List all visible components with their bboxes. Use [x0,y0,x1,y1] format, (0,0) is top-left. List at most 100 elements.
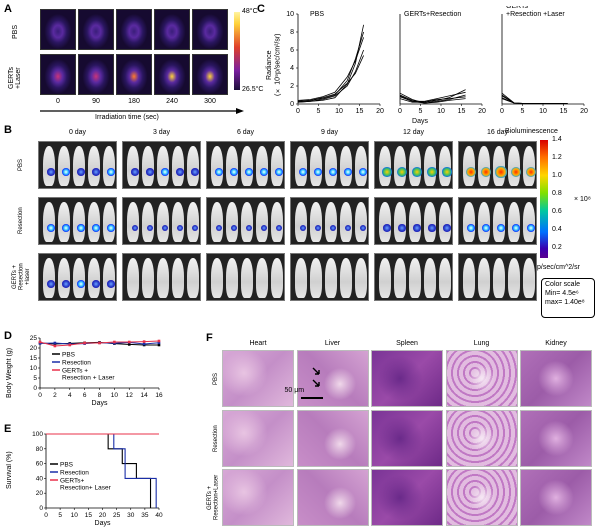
x-tick-label: 16 [155,392,163,399]
panel-a-row-gerts: GERTs +Laser [8,66,22,90]
mouse [271,201,284,242]
x-tick-label: 15 [458,108,466,115]
tumor-signal [275,168,283,176]
y-tick-label: 6 [290,47,294,54]
day-label: 16 day [486,129,509,136]
tumor-signal [215,224,223,232]
x-tick-label: 8 [98,392,102,399]
tumor-signal [383,224,391,232]
x-tick-label: 5 [419,108,423,115]
x-tick-label: 15 [85,512,93,519]
weight-point [38,342,42,345]
mouse [463,201,476,242]
legend-label: PBS [62,352,76,359]
histology-grid: 50 μm [222,350,592,526]
radiance-series-line [399,96,466,103]
mouse [508,257,521,298]
mouse [241,201,254,242]
tumor-signal [191,168,199,176]
tumor-signal [343,167,353,177]
histology-image [371,350,443,407]
x-tick-label: 40 [155,512,163,519]
organ-label: Heart [249,340,267,347]
mouse [88,145,101,186]
bioluminescence-image [458,141,537,189]
panel-c-xlabel: Days [412,118,428,125]
irradiation-time-ticks: 0 90 180 240 300 [40,98,230,108]
day-label: 6 day [236,129,255,136]
histology-image [296,350,369,407]
mouse [394,145,407,186]
time-tick-label: 180 [128,98,140,105]
mouse [187,145,200,186]
arrow-icon [312,367,320,375]
tumor-signal [359,224,367,232]
mouse [256,201,269,242]
bioluminescence-image [38,197,117,245]
panel-e-ylabel: Survival (%) [6,451,13,489]
mouse [226,201,239,242]
mouse [157,257,170,298]
weight-point [142,340,146,343]
mouse [310,145,323,186]
x-tick-label: 5 [521,108,525,115]
x-tick-label: 0 [44,512,48,519]
bioluminescence-image [122,253,201,301]
tumor-signal [146,168,154,176]
mouse [142,201,155,242]
arrow-icon [312,367,320,387]
tumor-signal [427,167,437,177]
mouse [355,145,368,186]
tumor-signal [245,224,253,232]
panel-d-ylabel: Body Weight (g) [6,347,13,399]
y-tick-label: 20 [30,345,38,352]
y-tick-label: 0 [39,505,43,512]
mouse [172,145,185,186]
x-tick-label: 6 [83,392,87,399]
tumor-signal [497,224,505,232]
mouse [172,257,185,298]
tumor-signal [481,223,491,233]
day-label: 9 day [320,129,339,136]
day-labels: 0 day 3 day 6 day 9 day 12 day 16 day [38,129,540,139]
tumor-signal [259,167,269,177]
bioluminescence-image [458,197,537,245]
tumor-signal [215,168,223,176]
tumor-signal [495,166,507,178]
panel-f-row-label: PBS [213,372,219,385]
radiance-series-line [297,55,364,102]
color-scale-min: Min= 4.5e⁶ [545,290,579,297]
tumor-signal [314,224,322,232]
mouse [103,145,116,186]
radiance-series-line [399,92,466,104]
tumor-signal [382,167,392,177]
mouse [88,257,101,298]
x-tick-label: 0 [500,108,504,115]
y-tick-label: 2 [290,83,294,90]
temperature-colorbar [234,12,240,90]
mouse [58,257,71,298]
y-tick-label: 40 [36,475,44,482]
radiance-series-line [399,89,466,103]
tumor-signal [344,224,352,232]
x-tick-label: 10 [539,108,547,115]
mouse [493,201,506,242]
mouse [43,257,56,298]
bioluminescence-image [38,141,117,189]
tumor-signal [131,168,139,176]
radiance-series-line [501,98,568,104]
color-scale-title: Color scale [545,281,581,288]
weight-point [142,342,146,346]
scale-bar-label: 50 μm [284,387,305,394]
thermal-image [192,9,228,50]
radiance-series-line [297,49,364,103]
colorbar-exponent: × 10⁸ [574,196,591,203]
mouse [409,257,422,298]
mouse [187,201,200,242]
organ-label: Spleen [396,340,418,347]
bioluminescence-image [206,197,285,245]
histology-image [296,409,369,467]
weight-point [83,341,86,345]
organ-label: Kidney [545,340,567,347]
x-tick-label: 20 [478,108,486,115]
